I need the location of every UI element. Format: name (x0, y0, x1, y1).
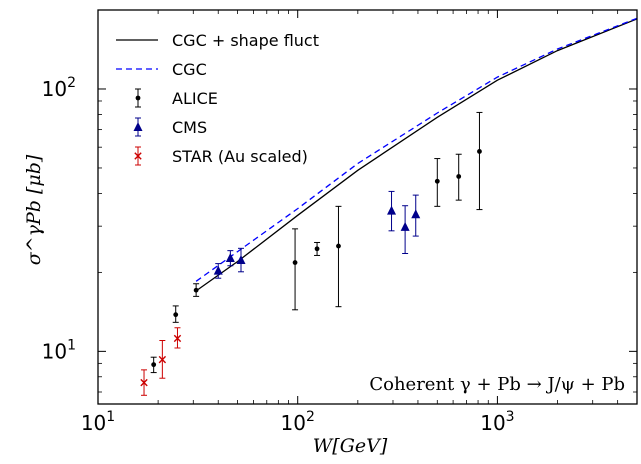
data-point-alice (292, 260, 298, 265)
data-point-cms (213, 265, 223, 275)
legend-label-star-au-scaled: STAR (Au scaled) (172, 147, 308, 166)
plot-area (140, 17, 638, 396)
series-line-cgc (195, 17, 638, 282)
annotation: Coherent γ + Pb → J/ψ + Pb (369, 374, 625, 395)
data-point-alice (336, 243, 341, 249)
legend-label-cms: CMS (172, 118, 207, 137)
data-point-cms (400, 221, 410, 231)
axis-ticks: 101 102 103 101 102 (42, 9, 638, 435)
data-point-alice (173, 312, 179, 318)
y-tick-label: 101 (42, 337, 76, 363)
legend-marker-cms (133, 122, 143, 131)
data-point-star-au-scaled (173, 334, 182, 343)
data-point-alice (434, 178, 440, 184)
data-point-alice (456, 174, 462, 179)
y-tick-label: 102 (42, 75, 76, 101)
data-point-alice (151, 362, 157, 368)
series-line-cgc-shape-fluct (195, 18, 638, 292)
plot-frame (97, 9, 638, 405)
legend-marker-star-au-scaled (134, 152, 142, 160)
x-tick-label: 102 (281, 409, 315, 435)
y-axis-label: σ^γPb [μb] (23, 154, 45, 265)
data-point-cms (225, 252, 235, 262)
data-point-alice (314, 246, 320, 252)
data-point-star-au-scaled (140, 378, 148, 387)
legend-label-alice: ALICE (172, 89, 218, 108)
data-point-alice (477, 149, 482, 154)
legend-marker-alice (135, 95, 141, 101)
data-point-star-au-scaled (158, 355, 167, 364)
x-axis-label: W[GeV] (313, 435, 388, 457)
data-point-cms (411, 209, 421, 219)
data-point-cms (387, 205, 397, 215)
legend-label-cgc: CGC (172, 60, 207, 79)
x-tick-label: 103 (480, 409, 514, 435)
x-tick-label: 101 (81, 409, 115, 435)
data-point-cms (236, 254, 246, 264)
legend: CGC + shape fluct CGC ALICE CMS STAR (Au sca… (116, 31, 319, 166)
data-point-alice (193, 287, 199, 293)
legend-label-cgc-shape-fluct: CGC + shape fluct (172, 31, 319, 50)
